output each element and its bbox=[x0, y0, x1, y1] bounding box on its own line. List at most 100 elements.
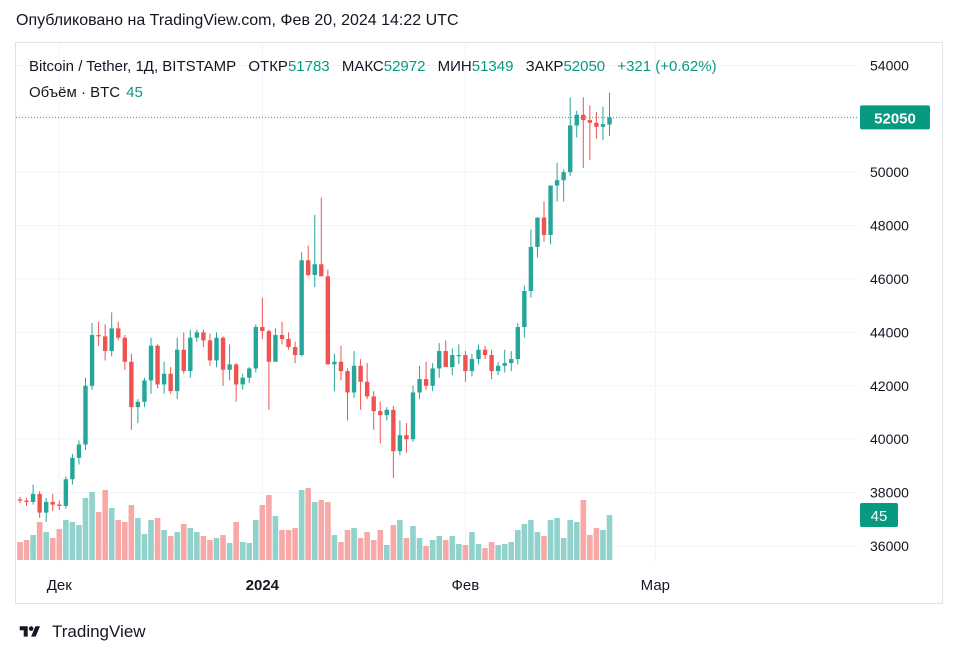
volume-bar bbox=[567, 520, 573, 560]
x-tick-label: Фев bbox=[452, 577, 480, 594]
candle-body bbox=[378, 411, 383, 416]
volume-bar bbox=[102, 490, 108, 560]
volume-value: 45 bbox=[126, 84, 143, 101]
high-value: 52972 bbox=[383, 58, 426, 75]
y-tick-label: 44000 bbox=[870, 324, 909, 340]
low-label: МИН bbox=[437, 58, 472, 75]
candle-body bbox=[345, 371, 350, 393]
volume-bar bbox=[377, 530, 384, 560]
y-tick-label: 36000 bbox=[870, 538, 909, 554]
volume-bar bbox=[128, 505, 135, 560]
volume-bar bbox=[311, 502, 318, 560]
candle-body bbox=[437, 351, 442, 369]
volume-bar bbox=[82, 498, 89, 560]
volume-bar bbox=[338, 542, 344, 560]
candle-body bbox=[214, 337, 219, 361]
candle-body bbox=[181, 349, 186, 372]
tradingview-logo-icon bbox=[19, 626, 40, 637]
candle-body bbox=[102, 336, 108, 352]
close-value: 52050 bbox=[563, 58, 606, 75]
volume-bar bbox=[390, 525, 397, 560]
volume-bar bbox=[325, 502, 331, 560]
candle-body bbox=[548, 185, 553, 235]
candle-body bbox=[338, 361, 344, 372]
volume-bar bbox=[436, 536, 442, 560]
volume-bar bbox=[194, 532, 200, 560]
volume-bar bbox=[239, 542, 246, 560]
candle-body bbox=[417, 379, 422, 393]
volume-bar bbox=[508, 542, 515, 560]
candle-body bbox=[587, 120, 593, 123]
volume-bar bbox=[298, 490, 305, 560]
candle-body bbox=[600, 124, 606, 127]
volume-bar bbox=[253, 520, 259, 560]
y-tick-label: 50000 bbox=[870, 164, 909, 180]
candle-body bbox=[410, 392, 416, 440]
volume-bar bbox=[220, 535, 226, 560]
candle-body bbox=[332, 361, 337, 365]
candle-body bbox=[325, 276, 331, 365]
volume-bar bbox=[587, 535, 593, 560]
candle-body bbox=[76, 444, 82, 458]
ohlc-legend: Bitcoin / Tether, 1Д, BITSTAMP ОТКР51783… bbox=[29, 58, 717, 75]
candle-body bbox=[502, 363, 507, 366]
volume-bar bbox=[161, 530, 167, 560]
candle-body bbox=[116, 328, 121, 338]
volume-bar bbox=[305, 488, 311, 560]
volume-bar bbox=[23, 540, 30, 560]
volume-bar bbox=[279, 530, 285, 560]
volume-bar bbox=[403, 538, 410, 560]
volume-bar bbox=[174, 532, 180, 560]
close-label: ЗАКР bbox=[525, 58, 564, 75]
volume-label: Объём · BTC bbox=[29, 84, 121, 101]
volume-bar bbox=[475, 544, 482, 560]
brand-label: TradingView bbox=[52, 622, 146, 641]
y-tick-label: 42000 bbox=[870, 378, 909, 394]
volume-bar bbox=[148, 520, 154, 560]
candle-body bbox=[306, 260, 311, 275]
volume-bar bbox=[56, 529, 63, 560]
candle-body bbox=[319, 264, 324, 277]
volume-bar bbox=[534, 532, 541, 560]
candle-body bbox=[161, 373, 167, 385]
volume-bar bbox=[364, 532, 370, 560]
high-label: МАКС bbox=[341, 58, 384, 75]
volume-bar bbox=[554, 518, 560, 560]
candle-body bbox=[148, 345, 154, 381]
candle-body bbox=[482, 349, 488, 356]
candle-body bbox=[515, 327, 520, 360]
volume-bar bbox=[449, 536, 456, 560]
volume-bar bbox=[469, 532, 475, 560]
volume-bar bbox=[351, 528, 357, 560]
volume-bar bbox=[384, 545, 390, 560]
candle-body bbox=[535, 217, 540, 247]
candle-body bbox=[450, 355, 455, 368]
y-tick-label: 40000 bbox=[870, 431, 909, 447]
candle-body bbox=[135, 401, 141, 408]
symbol-label: Bitcoin / Tether, 1Д, BITSTAMP bbox=[29, 58, 237, 75]
candle-body bbox=[109, 328, 114, 352]
candle-body bbox=[495, 365, 501, 372]
volume-bar bbox=[528, 520, 534, 560]
candle-body bbox=[522, 290, 527, 328]
candle-body bbox=[175, 349, 180, 392]
candle-body bbox=[44, 501, 49, 513]
candle-body bbox=[260, 327, 265, 332]
volume-bar bbox=[246, 543, 253, 560]
volume-bar bbox=[233, 522, 239, 560]
volume-bar bbox=[416, 538, 423, 560]
candle-body bbox=[24, 500, 29, 502]
candle-body bbox=[541, 217, 547, 235]
last-price-label: 52050 bbox=[874, 110, 916, 127]
volume-bar bbox=[606, 515, 613, 560]
volume-bar bbox=[272, 516, 279, 560]
volume-bar bbox=[226, 543, 233, 560]
footer-brand[interactable]: TradingView bbox=[16, 622, 146, 642]
chart-frame[interactable] bbox=[15, 42, 943, 604]
volume-bar bbox=[547, 520, 554, 560]
volume-bar bbox=[43, 532, 49, 560]
volume-bar bbox=[154, 518, 161, 560]
volume-bar bbox=[482, 548, 488, 560]
candle-body bbox=[142, 380, 147, 402]
